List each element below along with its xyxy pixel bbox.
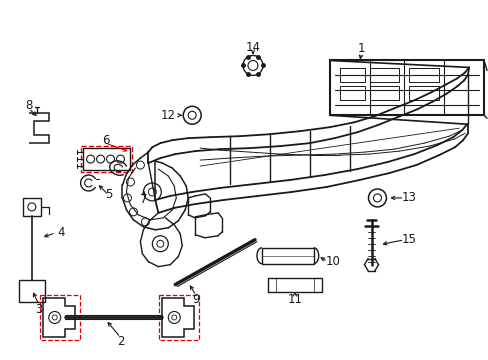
Bar	[369, 86, 399, 100]
Text: 1: 1	[357, 42, 365, 55]
Text: 12: 12	[161, 109, 175, 122]
Text: 2: 2	[117, 335, 124, 348]
Bar	[369, 68, 399, 82]
Bar	[40, 294, 80, 340]
Text: 7: 7	[140, 193, 147, 206]
Bar	[82, 148, 130, 170]
Text: 15: 15	[401, 233, 416, 246]
Bar	[339, 68, 364, 82]
Text: 13: 13	[401, 192, 416, 204]
Text: 4: 4	[57, 226, 64, 239]
Bar	[23, 198, 41, 216]
Bar	[267, 278, 321, 292]
Text: 8: 8	[25, 99, 33, 112]
Text: 5: 5	[104, 188, 112, 202]
Bar	[339, 86, 364, 100]
Text: 10: 10	[325, 255, 339, 268]
Bar	[159, 294, 199, 340]
Text: 14: 14	[245, 41, 260, 54]
Text: 9: 9	[192, 293, 200, 306]
Text: 6: 6	[102, 134, 109, 147]
Bar	[19, 280, 45, 302]
Bar	[408, 68, 438, 82]
Text: 3: 3	[35, 303, 42, 316]
Bar	[81, 146, 132, 172]
Text: 11: 11	[287, 293, 302, 306]
Bar	[408, 86, 438, 100]
Bar	[262, 248, 313, 264]
